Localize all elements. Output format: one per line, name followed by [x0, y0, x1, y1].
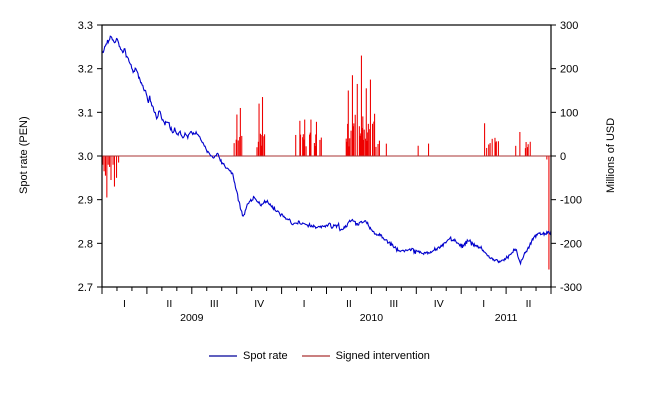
- svg-text:I: I: [482, 298, 485, 310]
- svg-text:II: II: [526, 298, 532, 310]
- svg-text:III: III: [210, 298, 219, 310]
- svg-text:-100: -100: [560, 195, 582, 207]
- svg-text:-200: -200: [560, 238, 582, 250]
- svg-text:0: 0: [560, 151, 566, 163]
- svg-text:2010: 2010: [360, 312, 384, 324]
- svg-text:2.8: 2.8: [78, 238, 93, 250]
- svg-text:200: 200: [560, 64, 578, 76]
- svg-text:300: 300: [560, 20, 578, 32]
- svg-text:100: 100: [560, 107, 578, 119]
- svg-text:3.1: 3.1: [78, 107, 93, 119]
- svg-text:2011: 2011: [495, 312, 518, 324]
- svg-text:3.0: 3.0: [78, 151, 93, 163]
- svg-text:II: II: [166, 298, 172, 310]
- svg-text:2.9: 2.9: [78, 195, 93, 207]
- svg-text:3.2: 3.2: [78, 64, 93, 76]
- svg-text:IV: IV: [434, 298, 444, 310]
- svg-text:2009: 2009: [180, 312, 204, 324]
- svg-text:II: II: [346, 298, 352, 310]
- svg-text:2.7: 2.7: [78, 282, 93, 294]
- svg-text:I: I: [303, 298, 306, 310]
- svg-text:III: III: [389, 298, 398, 310]
- svg-text:I: I: [123, 298, 126, 310]
- svg-text:-300: -300: [560, 282, 582, 294]
- svg-text:3.3: 3.3: [78, 20, 93, 32]
- svg-text:IV: IV: [254, 298, 264, 310]
